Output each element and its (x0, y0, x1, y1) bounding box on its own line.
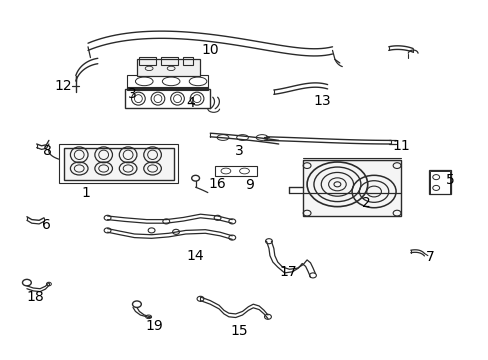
Bar (127, 87, 207, 90)
Text: 9: 9 (244, 179, 253, 192)
Bar (127, 75, 207, 88)
Text: 4: 4 (186, 96, 195, 109)
Text: 3: 3 (235, 144, 244, 158)
Bar (303, 160, 400, 216)
Text: 5: 5 (445, 173, 453, 187)
Bar (59, 144, 178, 183)
Text: 16: 16 (208, 177, 226, 190)
Text: 8: 8 (43, 144, 52, 158)
Text: 3: 3 (127, 87, 136, 100)
Text: 12: 12 (55, 80, 72, 93)
Bar (137, 59, 200, 76)
Bar (161, 57, 178, 65)
Bar (63, 148, 173, 180)
Bar (429, 171, 449, 194)
Text: 6: 6 (42, 218, 51, 232)
Text: 11: 11 (391, 139, 409, 153)
Bar (428, 170, 450, 194)
Text: 7: 7 (425, 251, 434, 264)
Text: 2: 2 (362, 197, 370, 210)
Text: 19: 19 (145, 319, 163, 333)
Text: 17: 17 (279, 265, 297, 279)
Bar (215, 166, 256, 176)
Text: 1: 1 (81, 186, 90, 199)
Bar (124, 89, 210, 108)
Bar (183, 57, 193, 65)
Bar (139, 57, 156, 65)
Text: 18: 18 (26, 290, 44, 304)
Text: 13: 13 (313, 94, 331, 108)
Text: 14: 14 (186, 249, 204, 262)
Text: 15: 15 (230, 324, 248, 338)
Text: 10: 10 (201, 44, 219, 57)
